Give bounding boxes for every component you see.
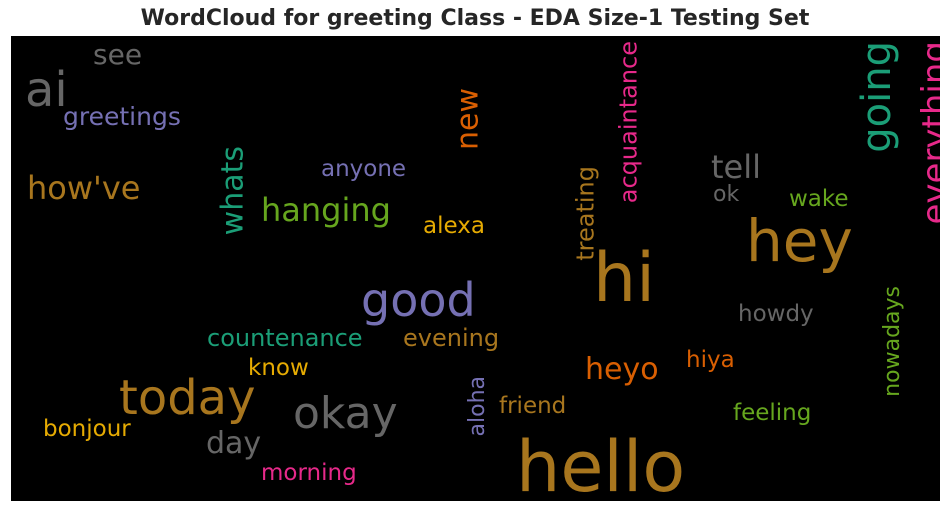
word-good: good	[361, 273, 476, 327]
word-morning: morning	[261, 460, 357, 486]
word-howdy: howdy	[738, 301, 814, 327]
word-friend: friend	[499, 393, 566, 419]
word-hello: hello	[516, 426, 685, 501]
word-hanging: hanging	[261, 191, 391, 229]
wordcloud-svg: hello hi hey today good okay ai going everything…	[25, 38, 940, 501]
word-treating: treating	[572, 166, 600, 261]
word-hey: hey	[746, 207, 853, 275]
word-aloha: aloha	[465, 376, 490, 436]
word-wake: wake	[789, 186, 849, 212]
word-day: day	[206, 426, 261, 461]
word-okay: okay	[293, 388, 398, 439]
word-whats: whats	[216, 146, 251, 235]
word-evening: evening	[403, 324, 499, 352]
word-see: see	[93, 38, 142, 71]
word-tell: tell	[711, 148, 761, 186]
word-bonjour: bonjour	[43, 416, 131, 442]
word-hi: hi	[593, 239, 655, 318]
word-countenance: countenance	[207, 324, 363, 352]
word-ok: ok	[713, 182, 739, 207]
word-feeling: feeling	[733, 400, 811, 426]
word-everything: everything	[915, 41, 940, 225]
word-alexa: alexa	[423, 213, 485, 239]
word-going: going	[854, 41, 900, 153]
word-acquaintance: acquaintance	[615, 41, 643, 203]
word-heyo: heyo	[585, 352, 659, 387]
word-new: new	[451, 88, 486, 150]
word-hiya: hiya	[686, 347, 735, 373]
word-ai: ai	[25, 62, 68, 118]
word-greetings: greetings	[63, 102, 181, 131]
chart-title: WordCloud for greeting Class - EDA Size-…	[140, 6, 810, 31]
word-nowadays: nowadays	[880, 286, 905, 397]
word-today: today	[119, 370, 255, 426]
word-anyone: anyone	[321, 156, 406, 182]
word-know: know	[248, 355, 309, 381]
wordcloud-canvas: hello hi hey today good okay ai going everything…	[11, 36, 940, 501]
word-how-ve: how've	[27, 169, 140, 207]
